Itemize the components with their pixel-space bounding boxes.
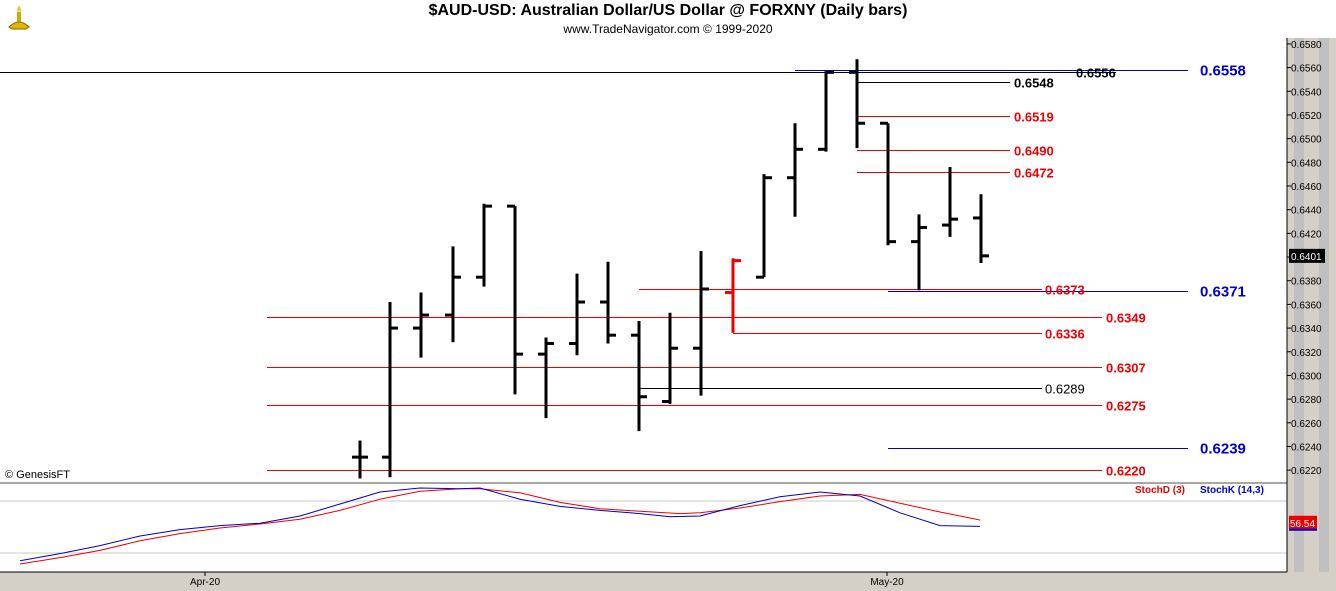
ohlc-bar xyxy=(818,70,834,152)
ohlc-bar xyxy=(911,214,927,291)
last-price-label: 0.6401 xyxy=(1291,252,1322,263)
ohlc-bar xyxy=(507,204,523,395)
ohlc-bar xyxy=(725,258,741,333)
ohlc-bar xyxy=(662,312,678,404)
level-label-0.6239: 0.6239 xyxy=(1200,441,1246,458)
y-tick-label: 0.6540 xyxy=(1291,87,1322,98)
y-tick-label: 0.6440 xyxy=(1291,206,1322,217)
scroll-track[interactable] xyxy=(1294,38,1304,572)
y-tick-label: 0.6560 xyxy=(1291,64,1322,75)
y-tick-label: 0.6460 xyxy=(1291,182,1322,193)
y-tick-label: 0.6340 xyxy=(1291,324,1322,335)
price-panel xyxy=(0,38,1287,482)
level-label-0.6556: 0.6556 xyxy=(1076,66,1116,81)
y-tick-label: 0.6380 xyxy=(1291,277,1322,288)
ohlc-bar xyxy=(942,167,958,237)
level-label-0.6519: 0.6519 xyxy=(1014,110,1054,125)
y-tick-label: 0.6520 xyxy=(1291,111,1322,122)
level-label-0.6289: 0.6289 xyxy=(1045,382,1085,397)
scroll-track-right[interactable] xyxy=(1319,38,1329,572)
level-label-0.6472: 0.6472 xyxy=(1014,166,1054,181)
ohlc-bar xyxy=(631,320,647,432)
level-label-0.6336: 0.6336 xyxy=(1045,327,1085,342)
ohlc-bar xyxy=(569,273,585,356)
y-tick-label: 0.6280 xyxy=(1291,395,1322,406)
y-tick-label: 0.6500 xyxy=(1291,135,1322,146)
legend-stochd: StochD (3) xyxy=(1135,485,1185,496)
level-label-0.6307: 0.6307 xyxy=(1106,361,1146,376)
ohlc-bar xyxy=(538,337,554,419)
last-price-box xyxy=(1289,248,1325,263)
ohlc-bar xyxy=(382,302,398,478)
level-label-0.6558: 0.6558 xyxy=(1200,63,1246,80)
x-tick-label: Apr-20 xyxy=(190,577,220,588)
ohlc-bar xyxy=(756,174,772,279)
y-tick-label: 0.6240 xyxy=(1291,442,1322,453)
trade-navigator-logo-icon xyxy=(4,3,34,33)
y-tick-label: 0.6480 xyxy=(1291,158,1322,169)
level-label-0.6371: 0.6371 xyxy=(1200,284,1246,301)
y-tick-label: 0.6260 xyxy=(1291,419,1322,430)
ohlc-bar xyxy=(973,194,989,263)
stochastic-line-stochk xyxy=(19,487,981,562)
ohlc-bar xyxy=(600,261,616,344)
y-tick-label: 0.6420 xyxy=(1291,229,1322,240)
y-tick-label: 0.6320 xyxy=(1291,348,1322,359)
ohlc-bar xyxy=(880,121,896,246)
ohlc-bar xyxy=(413,292,429,358)
ohlc-bar xyxy=(476,203,492,287)
stochastic-last-value: 56.54 xyxy=(1290,519,1315,530)
chart-subtitle: www.TradeNavigator.com © 1999-2020 xyxy=(563,22,773,36)
chart-header: $AUD-USD: Australian Dollar/US Dollar @ … xyxy=(0,0,1336,38)
ohlc-bar xyxy=(445,246,461,343)
y-tick-label: 0.6220 xyxy=(1291,466,1322,477)
level-label-0.6548: 0.6548 xyxy=(1014,76,1054,91)
level-label-0.6220: 0.6220 xyxy=(1106,464,1146,479)
stochastic-last-value-box xyxy=(1289,515,1317,530)
copyright-label: © GenesisFT xyxy=(5,469,70,481)
y-tick-label: 0.6300 xyxy=(1291,371,1322,382)
stochastic-line-stochd xyxy=(19,488,981,565)
ohlc-bar xyxy=(352,440,368,479)
ohlc-bar xyxy=(849,59,865,149)
x-tick-label: May-20 xyxy=(870,577,904,588)
ohlc-bar xyxy=(693,251,709,396)
legend-stochk: StochK (14,3) xyxy=(1200,485,1264,496)
level-label-0.6275: 0.6275 xyxy=(1106,399,1146,414)
ohlc-bar xyxy=(787,123,803,217)
y-tick-label: 0.6580 xyxy=(1291,40,1322,51)
level-label-0.6373: 0.6373 xyxy=(1045,283,1085,298)
y-tick-label: 0.6360 xyxy=(1291,300,1322,311)
level-label-0.6349: 0.6349 xyxy=(1106,311,1146,326)
stochastic-panel xyxy=(0,484,1287,572)
chart-title: $AUD-USD: Australian Dollar/US Dollar @ … xyxy=(428,2,908,19)
level-label-0.6490: 0.6490 xyxy=(1014,144,1054,159)
